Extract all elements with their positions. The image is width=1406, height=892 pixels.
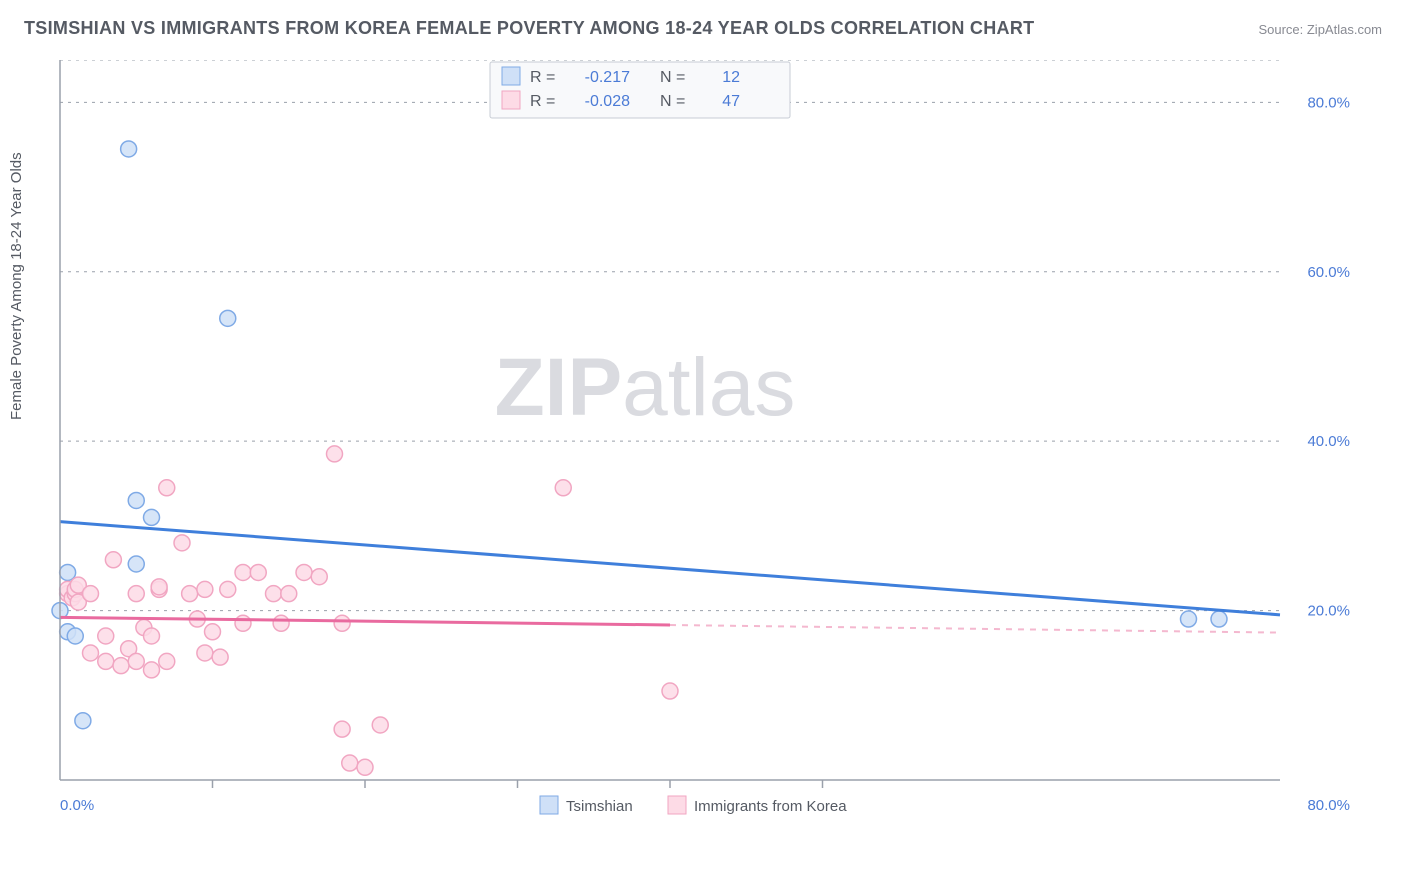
svg-text:R =: R = [530,93,555,110]
source-attribution: Source: ZipAtlas.com [1258,22,1382,37]
svg-text:N =: N = [660,93,685,110]
svg-text:60.0%: 60.0% [1307,264,1350,281]
chart-area: 20.0% 40.0% 60.0% 80.0% ZIPatlas 0.0% 80.0% R =… [50,60,1360,830]
svg-text:-0.217: -0.217 [585,69,630,86]
svg-text:47: 47 [722,93,740,110]
svg-text:40.0%: 40.0% [1307,433,1350,450]
svg-text:ZIPatlas: ZIPatlas [495,342,796,433]
svg-text:12: 12 [722,69,740,86]
scatter-plot: 20.0% 40.0% 60.0% 80.0% ZIPatlas 0.0% 80.0% R =… [50,60,1360,830]
svg-text:80.0%: 80.0% [1307,797,1350,814]
chart-title: TSIMSHIAN VS IMMIGRANTS FROM KOREA FEMAL… [24,18,1034,39]
svg-text:Immigrants from Korea: Immigrants from Korea [694,798,847,815]
svg-text:-0.028: -0.028 [585,93,630,110]
svg-text:80.0%: 80.0% [1307,94,1350,111]
y-axis-label: Female Poverty Among 18-24 Year Olds [8,152,25,420]
svg-text:N =: N = [660,69,685,86]
svg-text:20.0%: 20.0% [1307,603,1350,620]
svg-text:0.0%: 0.0% [60,797,94,814]
svg-text:Tsimshian: Tsimshian [566,798,633,815]
svg-text:R =: R = [530,69,555,86]
